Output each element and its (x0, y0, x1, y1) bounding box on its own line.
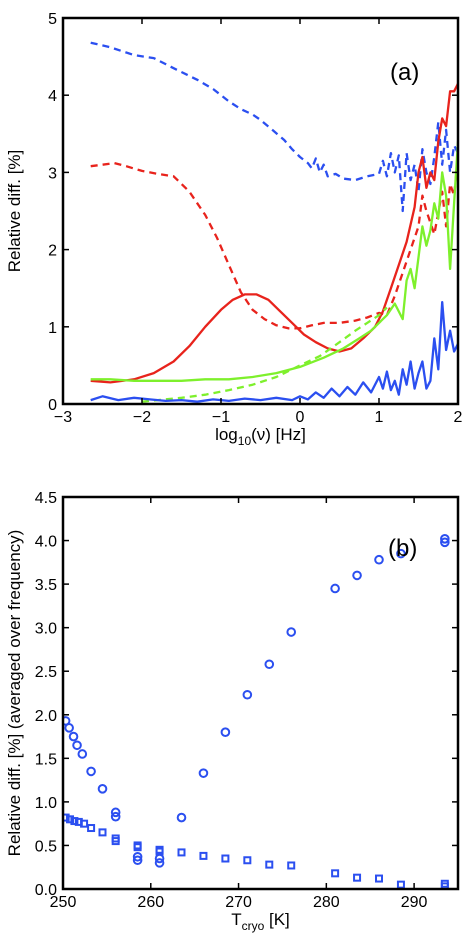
panel-a: −3 −2 −1 0 1 2 0 1 2 3 4 5 (a) log10(ν) [Hz] Relati… (5, 11, 463, 448)
panel-b-xtick-label: 250 (50, 894, 77, 911)
panel-b-square-point-10 (133, 843, 142, 852)
panel-b-square-point-2 (70, 817, 79, 826)
panel-b-circle-point-9 (132, 851, 143, 862)
panel-b-label: (b) (388, 535, 417, 562)
panel-b-circle-point-18 (286, 627, 297, 637)
panel-b-circle-point-1 (64, 723, 74, 733)
panel-b-circle-point-7 (110, 807, 121, 818)
panel-a-series (90, 41, 458, 403)
panel-a-ytick-label: 0 (48, 397, 57, 414)
panel-b-circle-point-19 (330, 583, 340, 594)
panel-b-square-point-4 (80, 819, 89, 828)
panel-a-xlabel-sub: 10 (238, 434, 252, 448)
panel-a-ytick-label: 1 (48, 320, 57, 337)
panel-b-square-point-20 (353, 873, 362, 882)
panel-b-ytick-label: 1.0 (35, 795, 57, 812)
panel-b-circle-point-8 (110, 811, 121, 822)
panel-b-circle-point-20 (352, 570, 362, 581)
panel-a-ticks: −3 −2 −1 0 1 2 0 1 2 3 4 5 (48, 11, 462, 426)
panel-b: 250 260 270 280 290 0.0 0.5 1.0 1.5 2.0 2.5 3.0 3.5 4… (5, 490, 460, 933)
panel-b-xtick-label: 290 (401, 894, 428, 911)
panel-a-series-3-dashed-line (141, 306, 388, 403)
panel-b-square-point-22 (396, 880, 405, 889)
panel-b-ytick-label: 3.5 (35, 577, 57, 594)
panel-b-square-point-6 (98, 828, 107, 837)
panel-b-circle-point-16 (242, 689, 253, 700)
panel-b-xtick-label: 280 (313, 894, 340, 911)
panel-b-ytick-label: 4.0 (35, 534, 57, 551)
panel-a-xtick-label: −2 (133, 409, 151, 426)
panel-b-ytick-label: 3.0 (35, 621, 57, 638)
panel-b-square-point-21 (375, 874, 383, 883)
panel-a-xtick-label: 0 (296, 409, 305, 426)
panel-b-circle-point-23 (440, 534, 450, 544)
panel-b-square-point-16 (243, 856, 252, 865)
panel-b-xlabel-post: [K] (264, 910, 290, 929)
panel-b-ytick-label: 4.5 (35, 490, 57, 507)
panel-b-ytick-label: 1.5 (35, 751, 57, 768)
panel-b-xtick-label: 270 (225, 894, 252, 911)
panel-a-xlabel-pre: log (215, 425, 238, 444)
panel-a-xtick-label: −3 (54, 409, 72, 426)
panel-b-xlabel: Tcryo [K] (231, 910, 290, 933)
panel-a-xlabel-post: (ν) [Hz] (251, 425, 306, 444)
panel-a-ytick-label: 2 (48, 243, 57, 260)
panel-b-circle-point-12 (154, 858, 165, 868)
panel-b-square-point-15 (221, 854, 230, 863)
panel-b-circle-point-22 (396, 548, 406, 559)
panel-a-label: (a) (390, 59, 419, 86)
panel-a-series-5-solid-line (90, 300, 458, 403)
panel-b-circle-point-21 (374, 554, 384, 565)
panel-b-circle-point-4 (77, 749, 88, 759)
panel-b-square-point-8 (111, 837, 120, 846)
panel-b-square-point-13 (177, 848, 186, 857)
panel-a-ytick-label: 4 (48, 88, 57, 105)
panel-b-ytick-label: 2.5 (35, 664, 57, 681)
panel-b-circle-point-2 (68, 731, 79, 742)
panel-b-square-point-5 (87, 824, 96, 833)
panel-b-square-point-12 (155, 847, 164, 856)
panel-a-series-2-solid-line (90, 83, 458, 384)
panel-b-circle-point-14 (198, 768, 209, 778)
panel-b-square-point-19 (331, 869, 340, 878)
panel-a-xlabel: log10(ν) [Hz] (215, 425, 306, 448)
panel-b-xlabel-sub: cryo (242, 919, 265, 933)
panel-a-series-4-solid-line (90, 141, 458, 382)
panel-a-xtick-label: 2 (454, 409, 463, 426)
panel-b-circle-point-24 (440, 537, 450, 548)
panel-a-series-1-dashed-line (90, 156, 458, 330)
panel-b-circle-point-5 (86, 766, 96, 777)
panel-b-circle-point-17 (264, 659, 275, 670)
panel-a-xtick-label: −1 (212, 409, 230, 426)
panel-b-circle-point-6 (97, 784, 108, 794)
panel-b-ylabel: Relative diff. [%] (averaged over freque… (5, 530, 24, 857)
panel-b-series (63, 534, 450, 889)
panel-b-square-point-24 (440, 882, 449, 889)
panel-b-frame (61, 495, 460, 891)
panel-a-ylabel: Relative diff. [%] (5, 150, 24, 273)
panel-a-ytick-label: 3 (48, 165, 57, 182)
panel-b-circle-point-10 (132, 855, 143, 866)
panel-b-square-point-17 (265, 860, 274, 869)
panel-a-series-0-dashed-line (90, 41, 458, 213)
panel-b-xtick-label: 260 (137, 894, 164, 911)
panel-b-xlabel-pre: T (231, 910, 241, 929)
panel-b-ytick-label: 2.0 (35, 708, 57, 725)
panel-b-square-point-14 (199, 851, 208, 860)
panel-b-square-point-0 (63, 813, 70, 822)
panel-b-square-point-1 (66, 815, 75, 824)
panel-a-frame (61, 16, 460, 406)
panel-b-square-point-18 (287, 861, 296, 870)
panel-b-ytick-label: 0.0 (35, 882, 57, 899)
panel-b-circle-point-15 (220, 727, 231, 738)
panel-b-circle-point-13 (176, 812, 187, 823)
panel-a-xtick-label: 1 (375, 409, 384, 426)
panel-b-ytick-label: 0.5 (35, 838, 57, 855)
panel-b-circle-point-3 (72, 740, 82, 751)
panel-a-ytick-label: 5 (48, 11, 57, 28)
panel-b-ticks: 250 260 270 280 290 0.0 0.5 1.0 1.5 2.0 2.5 3.0 3.5 4… (35, 490, 458, 911)
